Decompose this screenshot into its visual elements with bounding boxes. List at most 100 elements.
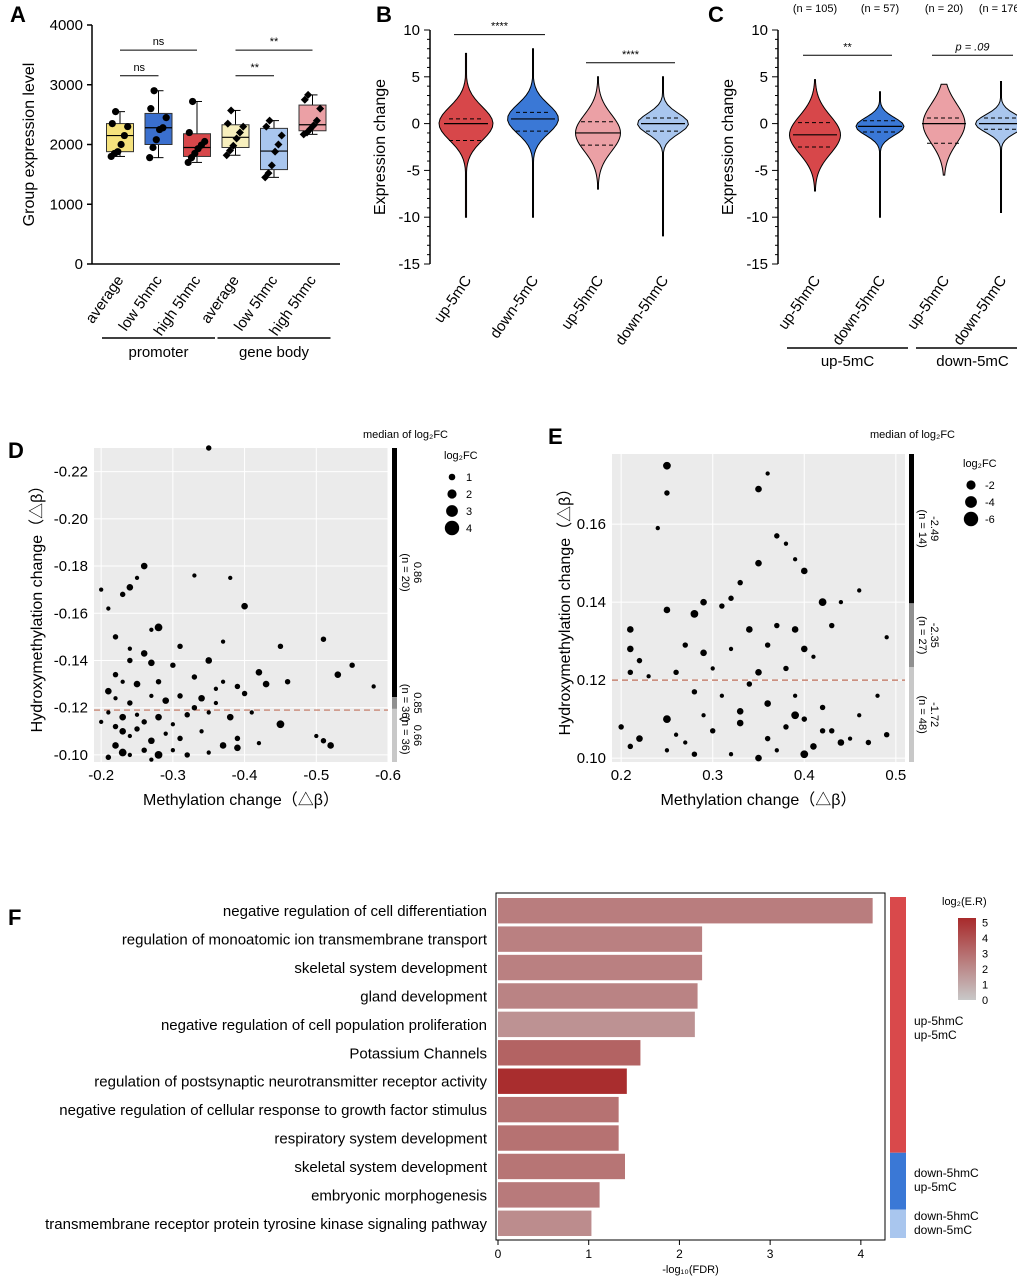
y-tick-label: 0 bbox=[412, 116, 420, 133]
scatter-point bbox=[149, 693, 154, 699]
scatter-point bbox=[810, 743, 817, 750]
bar-category-label: transmembrane receptor protein tyrosine … bbox=[45, 1216, 487, 1233]
scatter-point bbox=[226, 713, 234, 721]
y-tick-label: 5 bbox=[760, 69, 768, 86]
x-tick-label: down-5mC bbox=[487, 272, 543, 341]
group-label: up-5mC bbox=[821, 353, 875, 370]
group-color-bar bbox=[890, 1209, 906, 1238]
x-axis-title: Methylation change（△β） bbox=[661, 791, 857, 809]
violin-body bbox=[438, 52, 494, 218]
scatter-point bbox=[690, 609, 699, 618]
scatter-point bbox=[371, 684, 376, 689]
x-tick-label: -0.4 bbox=[232, 767, 258, 784]
scatter-point bbox=[664, 748, 670, 753]
significance-label: ** bbox=[250, 62, 259, 74]
violin-body bbox=[507, 48, 559, 218]
y-tick-label: -10 bbox=[746, 209, 768, 226]
scatter-point bbox=[829, 728, 835, 734]
violin-0 bbox=[438, 52, 494, 218]
scatter-point bbox=[709, 728, 716, 734]
y-tick-label: -15 bbox=[746, 256, 768, 273]
scatter-point bbox=[206, 750, 211, 755]
x-tick-label: up-5mC bbox=[431, 272, 476, 326]
scatter-point bbox=[728, 595, 734, 601]
band-count-label: (n = 36) bbox=[399, 716, 411, 754]
scatter-point bbox=[241, 690, 248, 697]
data-point bbox=[124, 122, 132, 131]
scatter-point bbox=[857, 588, 862, 593]
data-point bbox=[152, 136, 160, 144]
scatter-point bbox=[663, 715, 671, 723]
x-tick-label: 0.4 bbox=[794, 767, 815, 784]
median-band bbox=[909, 667, 914, 762]
band-count-label: (n = 20) bbox=[399, 553, 411, 591]
bar-category-label: regulation of monoatomic ion transmembra… bbox=[122, 932, 488, 949]
scatter-point bbox=[234, 735, 241, 742]
scatter-point bbox=[220, 679, 226, 684]
violin-2 bbox=[922, 83, 966, 176]
data-point bbox=[112, 108, 120, 116]
size-legend-label: 1 bbox=[466, 472, 472, 484]
y-tick-label: -0.22 bbox=[54, 464, 88, 481]
scatter-point bbox=[764, 642, 771, 648]
scatter-point bbox=[710, 666, 715, 671]
y-tick-label: -0.12 bbox=[54, 700, 88, 717]
data-point-diamond bbox=[222, 151, 231, 160]
x-tick-label: 4 bbox=[858, 1247, 865, 1261]
scatter-point bbox=[149, 627, 154, 632]
scatter-point bbox=[746, 681, 753, 687]
panel-letter-d: D bbox=[8, 438, 24, 463]
y-tick-label: 2000 bbox=[50, 137, 83, 154]
scatter-point bbox=[105, 687, 112, 695]
scatter-point bbox=[112, 671, 119, 678]
scatter-point bbox=[320, 636, 327, 642]
size-legend-dot bbox=[447, 489, 457, 499]
scatter-point bbox=[99, 587, 104, 592]
panel-c: C 10 5 0 -5 -10 -15 Expression change up-5hmC (n … bbox=[708, 2, 1017, 370]
median-band bbox=[909, 603, 914, 668]
y-tick-label: 0.14 bbox=[577, 594, 606, 611]
scatter-point bbox=[213, 686, 219, 691]
scatter-point bbox=[119, 591, 126, 598]
size-legend-dot bbox=[448, 473, 456, 481]
color-legend-tick: 0 bbox=[982, 995, 988, 1007]
box-0 bbox=[106, 108, 134, 161]
box-2 bbox=[183, 97, 211, 167]
data-point-diamond bbox=[304, 90, 313, 99]
significance-label: **** bbox=[622, 49, 640, 61]
scatter-point bbox=[646, 674, 651, 679]
scatter-point bbox=[213, 700, 219, 706]
scatter-point bbox=[755, 485, 762, 493]
group-label: down-5mC bbox=[936, 353, 1009, 370]
scatter-point bbox=[847, 736, 853, 741]
bar-category-label: Potassium Channels bbox=[349, 1045, 487, 1062]
scatter-point bbox=[800, 750, 809, 759]
scatter-point bbox=[691, 689, 698, 695]
scatter-point bbox=[141, 719, 147, 725]
scatter-point bbox=[682, 642, 688, 648]
band-count-label: (n = 14) bbox=[916, 510, 928, 548]
scatter-point bbox=[249, 710, 254, 715]
group-color-bar bbox=[890, 897, 906, 1153]
size-legend-label: 2 bbox=[466, 489, 472, 501]
size-legend-label: -2 bbox=[985, 480, 995, 492]
scatter-point bbox=[627, 743, 634, 750]
size-legend-label: 3 bbox=[466, 506, 472, 518]
bar-category-label: gland development bbox=[360, 988, 488, 1005]
significance-label: ** bbox=[270, 36, 279, 48]
group-label: gene body bbox=[239, 344, 310, 361]
x-tick-label: 0.2 bbox=[611, 767, 632, 784]
scatter-point bbox=[636, 735, 643, 742]
scatter-point bbox=[746, 626, 753, 633]
band-median-label: -2.35 bbox=[928, 623, 940, 648]
significance-label: ns bbox=[153, 36, 165, 48]
panel-a: A 0 1000 2000 3000 4000 Group expression level… bbox=[10, 2, 340, 361]
scatter-point bbox=[618, 724, 624, 730]
color-legend-tick: 5 bbox=[982, 918, 988, 930]
scatter-point bbox=[314, 733, 319, 739]
violin-1 bbox=[507, 48, 559, 218]
bar bbox=[498, 1068, 627, 1094]
significance-label: p = .09 bbox=[955, 41, 990, 53]
scatter-point bbox=[140, 650, 148, 657]
x-tick-label: 0.5 bbox=[885, 767, 906, 784]
